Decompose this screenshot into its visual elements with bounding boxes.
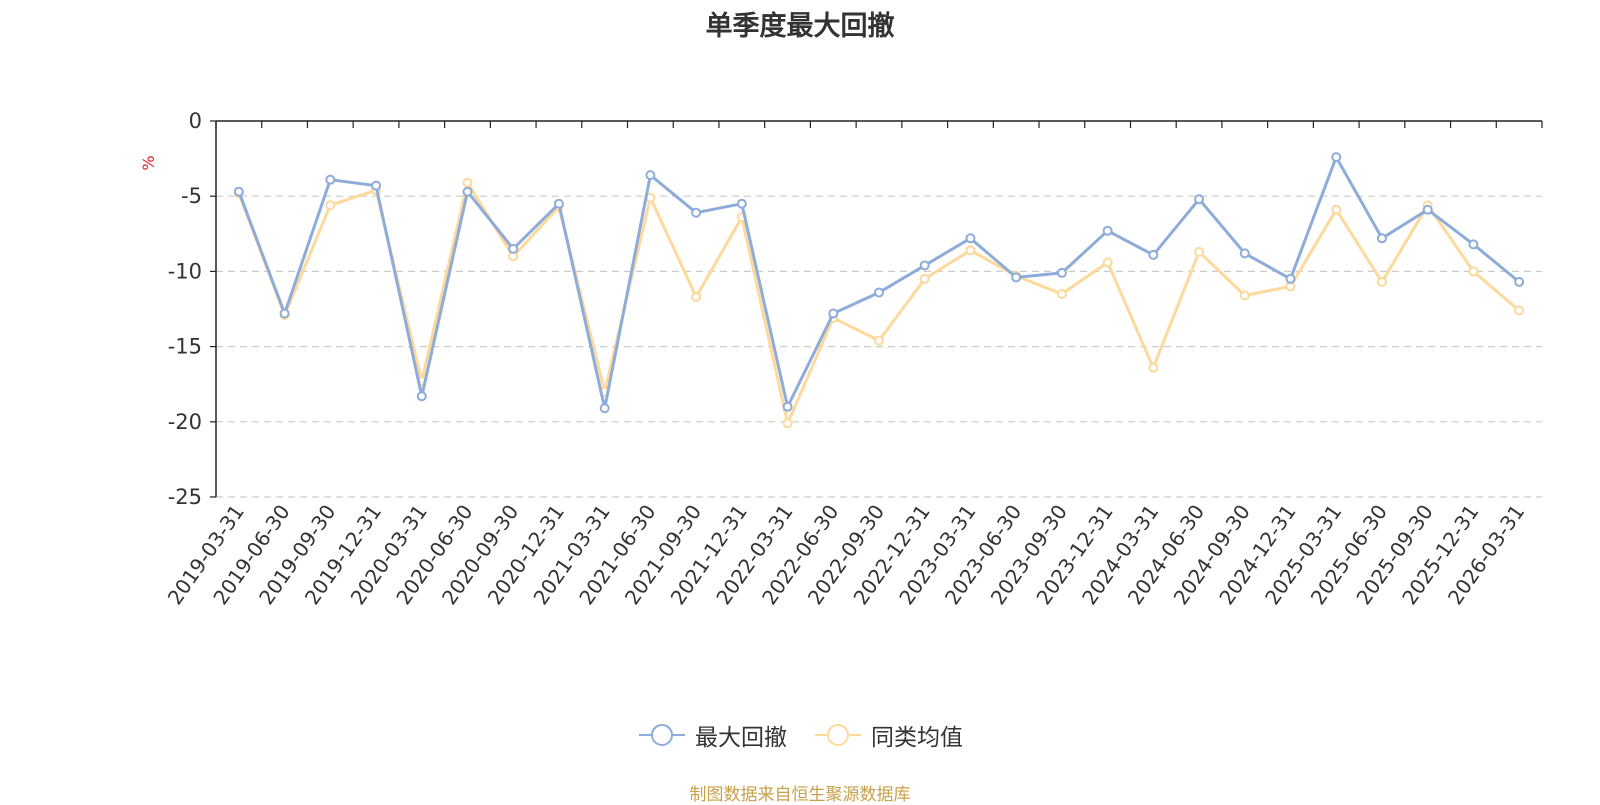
legend-label: 同类均值 (871, 725, 963, 751)
data-point (736, 198, 747, 209)
data-point (1239, 248, 1250, 259)
data-point (1285, 273, 1296, 284)
data-point (645, 170, 656, 181)
data-point (919, 273, 930, 284)
data-point (1194, 246, 1205, 257)
data-point (874, 335, 884, 346)
y-tick-label: -25 (168, 485, 202, 509)
data-point (782, 401, 793, 412)
data-point (1331, 152, 1342, 163)
data-point (599, 403, 610, 414)
data-point (1422, 204, 1433, 215)
data-point (828, 308, 839, 319)
data-point (233, 186, 244, 197)
data-point (874, 287, 884, 298)
y-tick-label: -15 (168, 335, 202, 359)
legend-label: 最大回撤 (695, 725, 787, 751)
data-point (462, 177, 473, 188)
data-point (965, 245, 976, 256)
data-point (1011, 272, 1022, 283)
data-point (919, 260, 930, 271)
data-point (1514, 276, 1525, 287)
data-point (691, 207, 702, 218)
y-axis-unit-label: % (139, 155, 158, 170)
data-point (462, 186, 473, 197)
data-point (279, 308, 290, 319)
legend-swatch-icon (639, 724, 685, 746)
data-point (553, 198, 564, 209)
data-point (1148, 362, 1159, 373)
data-point (325, 174, 336, 185)
data-point (1376, 233, 1387, 244)
data-point (1102, 225, 1113, 236)
data-point (371, 180, 382, 191)
series-lines (233, 152, 1525, 429)
series-line-2 (237, 181, 1521, 425)
data-point (1194, 194, 1205, 205)
y-tick-label: -5 (181, 184, 202, 208)
data-point (1102, 257, 1113, 268)
data-point (1056, 267, 1067, 278)
data-point (1468, 239, 1479, 250)
data-point (1468, 266, 1479, 277)
data-point (1148, 249, 1159, 260)
data-point (965, 233, 976, 244)
y-tick-label: -10 (168, 259, 202, 283)
axes (210, 120, 1543, 498)
data-point (1239, 290, 1250, 301)
data-source-note: 制图数据来自恒生聚源数据库 (689, 785, 911, 805)
data-point (1331, 204, 1342, 215)
data-point (325, 200, 336, 211)
data-point (1056, 288, 1067, 299)
series-line-1 (237, 155, 1521, 410)
data-point (782, 418, 793, 429)
legend-swatch-icon (815, 724, 861, 746)
chart-title: 单季度最大回撤 (705, 11, 895, 42)
y-tick-label: -20 (168, 410, 202, 434)
data-point (691, 291, 702, 302)
legend-item-2[interactable]: 同类均值 (813, 718, 963, 752)
data-point (1376, 276, 1387, 287)
legend-item-1[interactable]: 最大回撤 (637, 718, 787, 752)
data-point (1514, 305, 1525, 316)
data-point (416, 391, 427, 402)
data-point (508, 243, 519, 254)
y-tick-label: 0 (189, 109, 202, 133)
legend: 最大回撤 同类均值 (0, 718, 1600, 752)
